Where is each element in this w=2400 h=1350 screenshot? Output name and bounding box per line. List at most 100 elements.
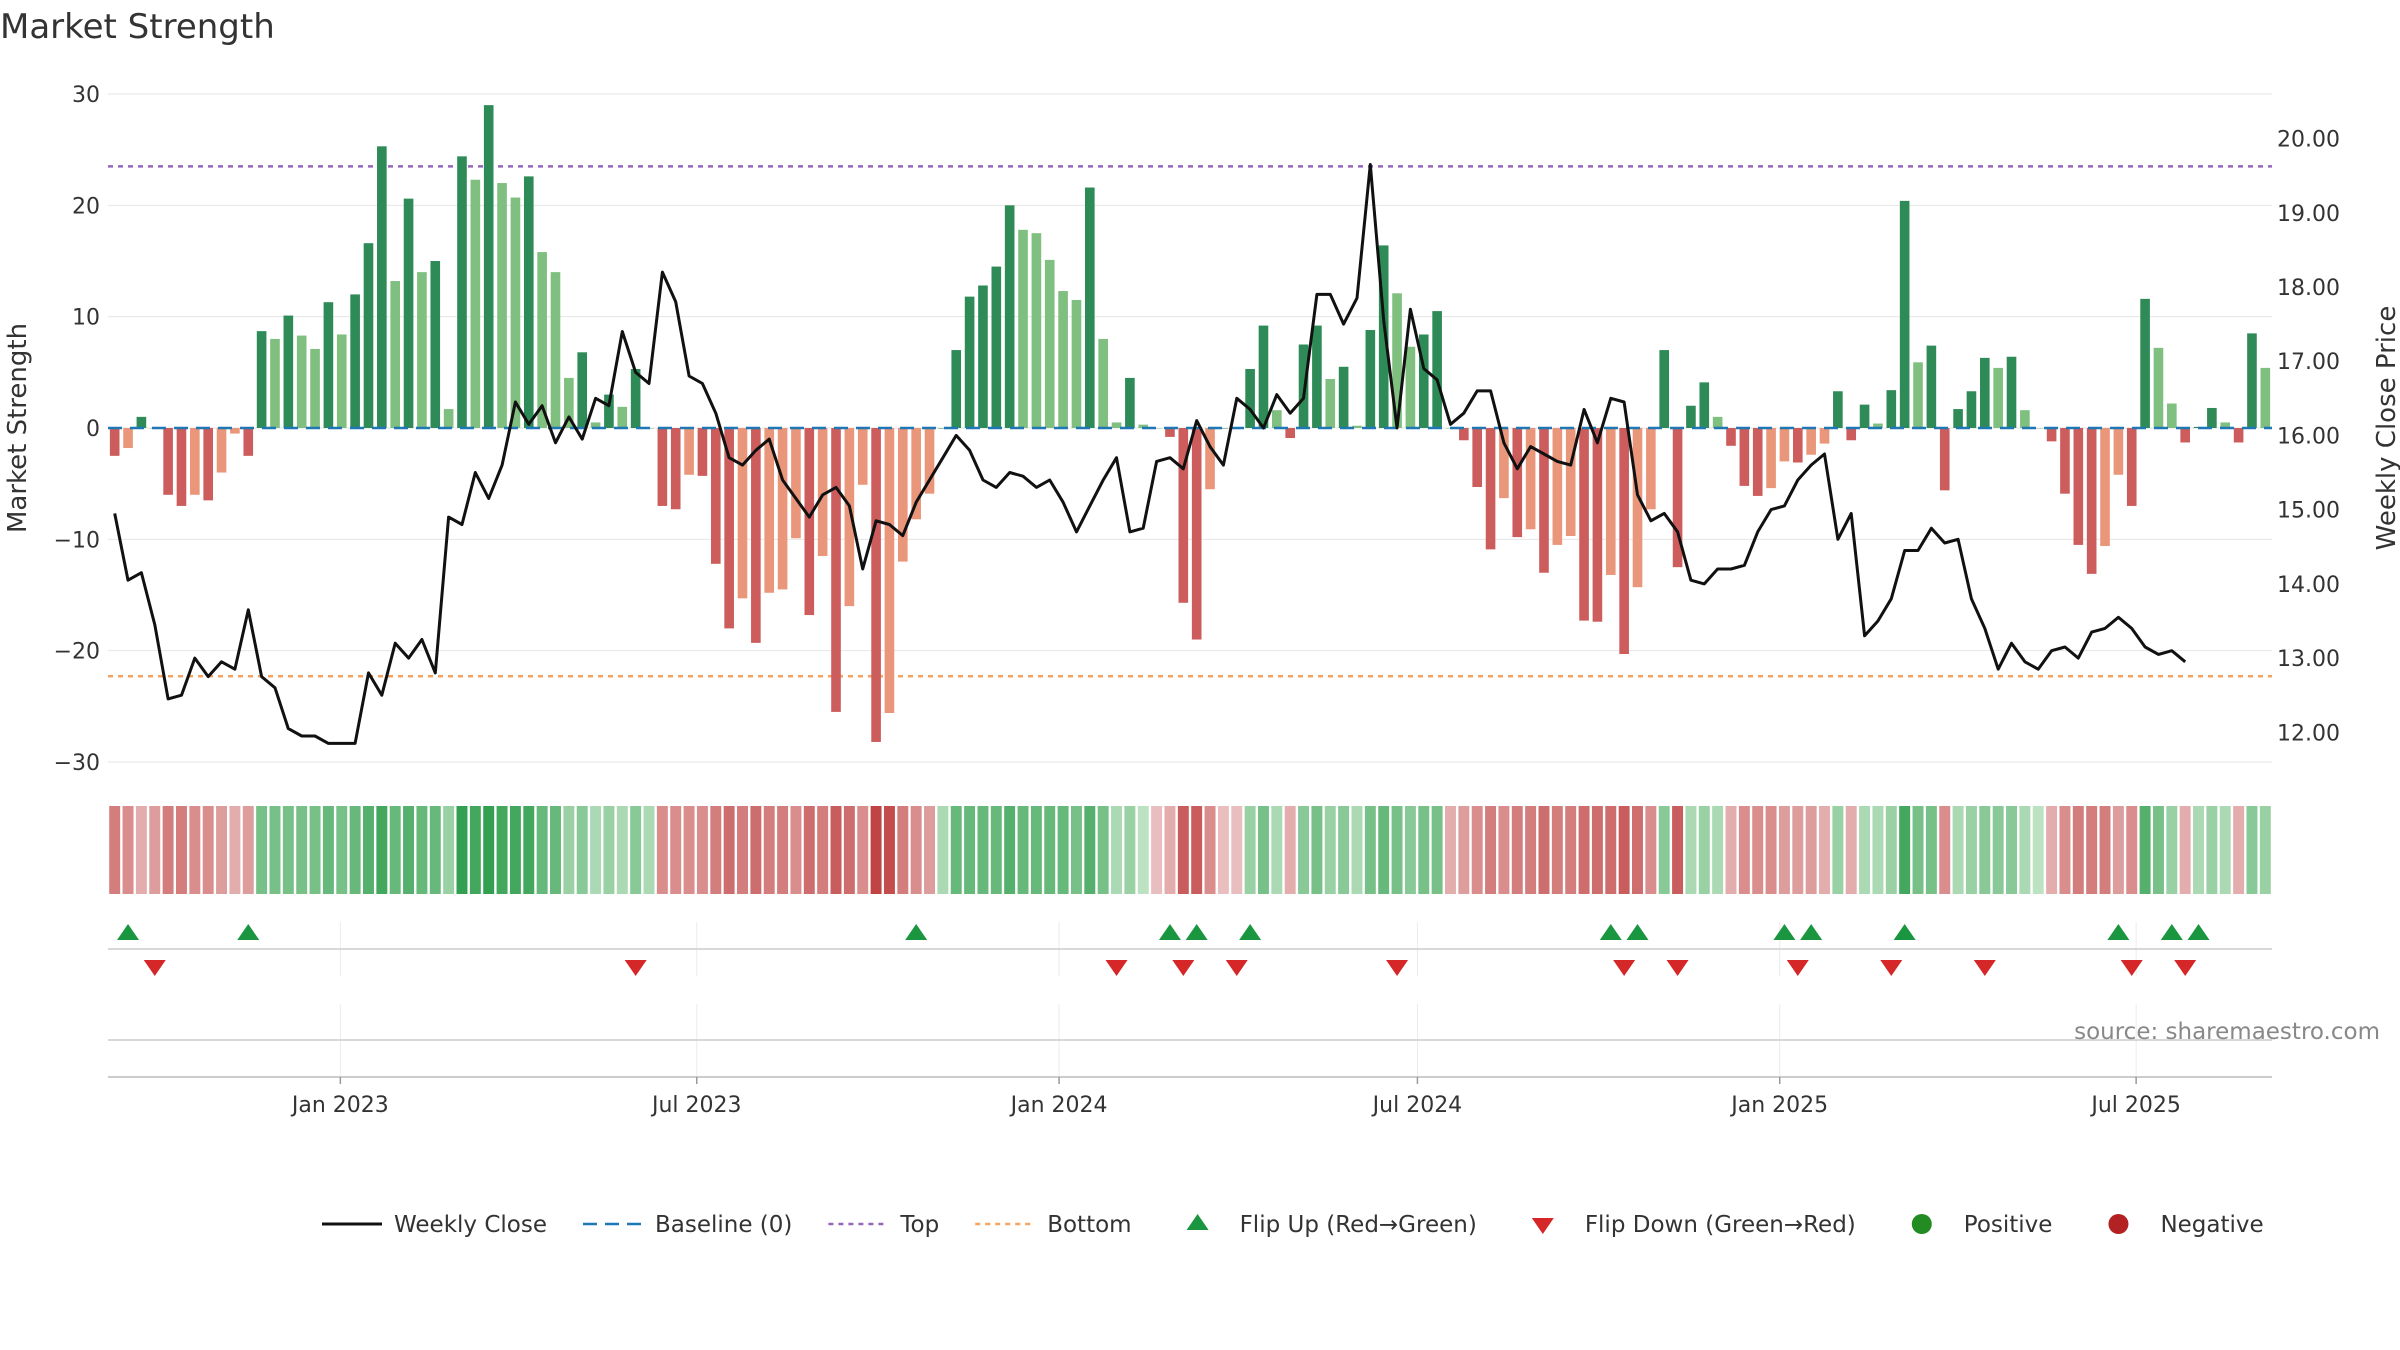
strength-bar	[443, 409, 454, 428]
strength-bar	[1592, 428, 1603, 622]
strength-bar	[523, 176, 534, 428]
strength-bar	[417, 272, 427, 428]
strength-bar	[323, 302, 334, 428]
flip-down-marker	[1786, 960, 1809, 976]
strength-bar	[1886, 390, 1897, 428]
heat-cell	[2206, 806, 2218, 894]
left-tick-label: 30	[72, 83, 100, 108]
heat-cell	[1912, 806, 1924, 894]
flip-up-marker	[1773, 924, 1796, 940]
heat-cell	[1952, 806, 1964, 894]
heat-cell	[1645, 806, 1657, 894]
strength-bar	[510, 197, 521, 428]
heat-cell	[429, 806, 441, 894]
strength-bar	[1792, 428, 1803, 463]
legend-item-negative: Negative	[2108, 1212, 2264, 1238]
strength-bar	[2060, 428, 2070, 494]
heat-cell	[737, 806, 748, 894]
flip-down-marker	[1973, 960, 1996, 976]
heat-cell	[2006, 806, 2017, 894]
right-tick-label: 15.00	[2277, 499, 2340, 524]
heat-cell	[1217, 806, 1229, 894]
heat-cell	[1324, 806, 1336, 894]
heat-cell	[1391, 806, 1403, 894]
strength-bar	[1846, 428, 1857, 441]
right-tick-label: 14.00	[2277, 573, 2340, 598]
strength-bar	[1058, 291, 1068, 428]
strength-bar	[1151, 428, 1162, 429]
heat-cell	[1845, 806, 1857, 894]
legend-item-baseline: Baseline (0)	[582, 1212, 792, 1238]
heat-cell	[1965, 806, 1977, 894]
strength-bar	[1178, 428, 1189, 603]
strength-bar	[577, 352, 588, 428]
right-tick-label: 20.00	[2277, 128, 2340, 153]
heat-cell	[803, 806, 815, 894]
strength-bar	[190, 428, 200, 495]
strength-bar	[1378, 245, 1389, 428]
left-tick-label: −20	[54, 640, 100, 665]
heat-cell	[1445, 806, 1456, 894]
strength-bar	[163, 428, 173, 495]
strength-bar	[617, 406, 628, 428]
heat-cell	[897, 806, 909, 894]
heat-cell	[790, 806, 802, 894]
strength-bar	[256, 331, 267, 428]
strength-bar	[550, 272, 561, 428]
heat-cell	[256, 806, 268, 894]
strength-bar	[1392, 293, 1402, 428]
strength-bar	[2140, 298, 2150, 428]
legend-positive-swatch	[1911, 1214, 1932, 1234]
strength-bar	[857, 428, 868, 485]
strength-bar	[737, 428, 748, 599]
heat-cell	[1819, 806, 1830, 894]
strength-bar	[1258, 325, 1269, 428]
strength-bar	[2207, 407, 2217, 428]
strength-bar	[1272, 410, 1282, 428]
heat-cell	[496, 806, 508, 894]
heat-cell	[1792, 806, 1804, 894]
heat-cell	[523, 806, 535, 894]
heat-cell	[2072, 806, 2084, 894]
strength-bar	[457, 156, 467, 428]
heat-cell	[322, 806, 334, 894]
strength-bar	[1806, 428, 1816, 455]
strength-bar	[2167, 403, 2177, 428]
heat-cell	[1939, 806, 1951, 894]
flip-up-marker	[2107, 924, 2130, 940]
heat-cell	[363, 806, 374, 894]
heat-cell	[1057, 806, 1069, 894]
legend-flip-down-swatch	[1531, 1218, 1554, 1234]
flip-up-marker	[1893, 924, 1916, 940]
left-tick-label: −10	[54, 528, 100, 553]
heat-cell	[1698, 806, 1710, 894]
legend-item-top: Top	[828, 1212, 939, 1238]
legend-item-bottom: Bottom	[975, 1212, 1132, 1238]
flip-up-marker	[117, 924, 140, 940]
strength-bar	[109, 428, 120, 456]
strength-bar	[283, 315, 294, 428]
heat-cell	[964, 806, 976, 894]
strength-bar	[1646, 428, 1656, 510]
strength-bar	[844, 428, 855, 607]
strength-bar	[1913, 362, 1923, 428]
legend-item-flip-down: Flip Down (Green→Red)	[1531, 1212, 1856, 1238]
strength-bar	[2153, 347, 2164, 428]
strength-bar	[991, 266, 1002, 428]
strength-bar	[363, 243, 374, 428]
strength-bar	[1819, 428, 1830, 444]
strength-bar	[483, 105, 494, 428]
heat-cell	[536, 806, 548, 894]
strength-bar	[203, 428, 213, 501]
flip-down-marker	[624, 960, 647, 976]
heat-cell	[349, 806, 361, 894]
heat-cell	[1578, 806, 1590, 894]
heat-cell	[242, 806, 254, 894]
strength-bar	[1312, 325, 1322, 428]
heat-cell	[696, 806, 708, 894]
heat-cell	[2112, 806, 2124, 894]
heat-cell	[1231, 806, 1243, 894]
strength-bar	[1285, 428, 1295, 439]
heat-cell	[1284, 806, 1296, 894]
strength-bar	[1485, 428, 1496, 550]
